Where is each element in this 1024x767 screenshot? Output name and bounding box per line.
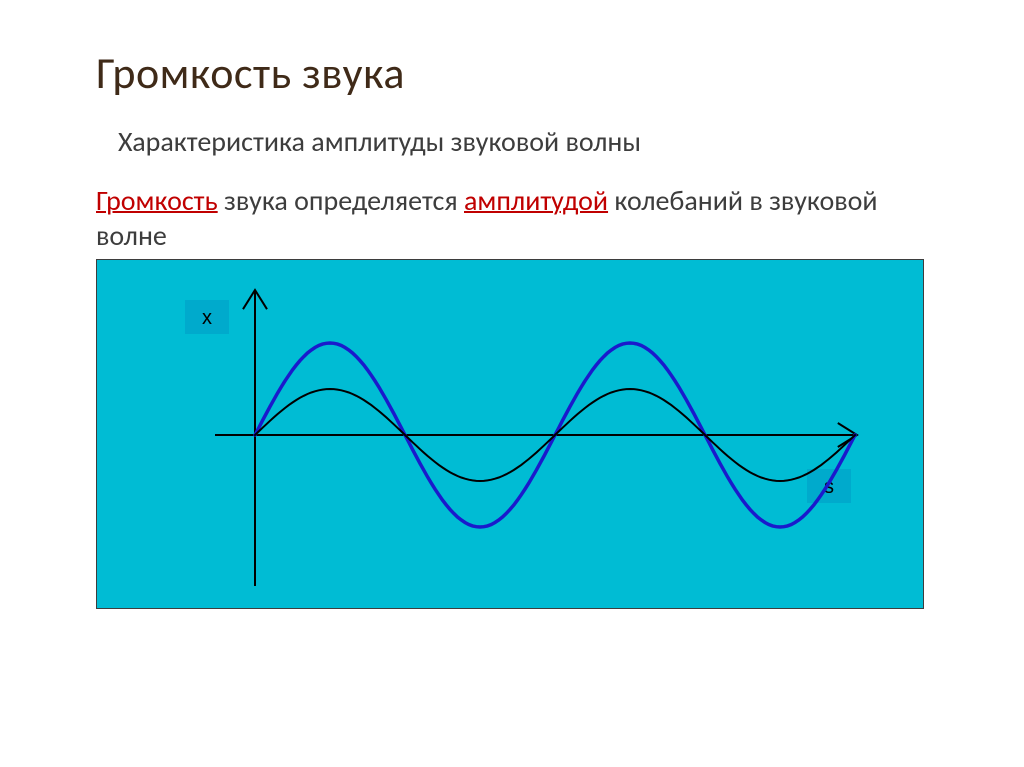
slide: Громкость звука Характеристика амплитуды… bbox=[0, 0, 1024, 767]
wave-svg: xs bbox=[97, 260, 925, 610]
highlight-word-1: Громкость bbox=[96, 183, 218, 218]
subtitle: Характеристика амплитуды звуковой волны bbox=[118, 124, 928, 159]
highlight-word-2: амплитудой bbox=[464, 183, 608, 218]
svg-text:x: x bbox=[202, 307, 212, 329]
wave-chart: xs bbox=[96, 259, 924, 609]
definition-mid: звука определяется bbox=[218, 183, 464, 218]
definition-line: Громкость звука определяется амплитудой … bbox=[96, 183, 928, 253]
page-title: Громкость звука bbox=[96, 46, 928, 100]
